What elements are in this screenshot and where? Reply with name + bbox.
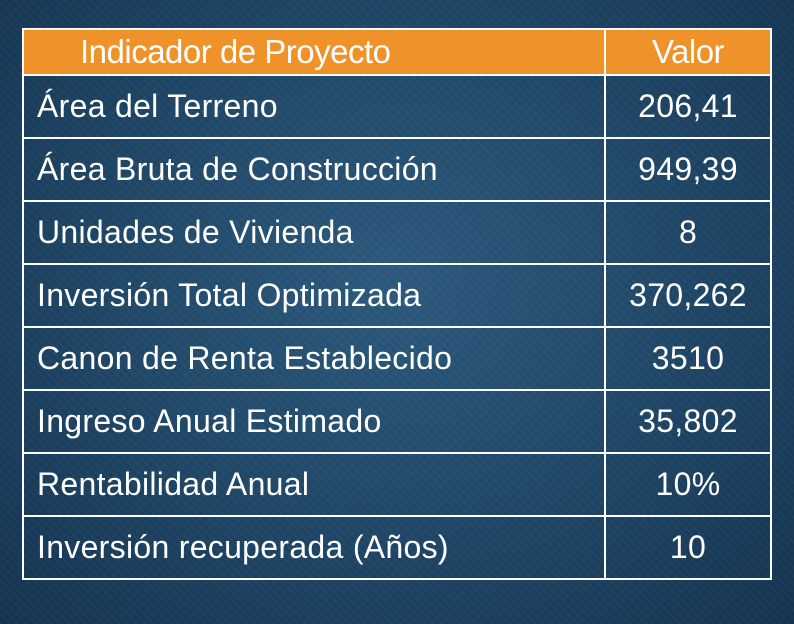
indicator-value: 370,262 — [604, 263, 772, 328]
indicator-value: 206,41 — [604, 74, 772, 139]
indicator-label: Unidades de Vivienda — [22, 200, 606, 265]
table-row: Ingreso Anual Estimado 35,802 — [22, 389, 772, 454]
indicator-label: Rentabilidad Anual — [22, 452, 606, 517]
table-row: Inversión recuperada (Años) 10 — [22, 515, 772, 580]
indicator-label: Canon de Renta Establecido — [22, 326, 606, 391]
header-indicator: Indicador de Proyecto — [22, 28, 606, 76]
table-row: Unidades de Vivienda 8 — [22, 200, 772, 265]
table-row: Área del Terreno 206,41 — [22, 74, 772, 139]
table-row: Canon de Renta Establecido 3510 — [22, 326, 772, 391]
indicator-value: 949,39 — [604, 137, 772, 202]
table-row: Rentabilidad Anual 10% — [22, 452, 772, 517]
indicator-label: Área Bruta de Construcción — [22, 137, 606, 202]
indicator-label: Inversión Total Optimizada — [22, 263, 606, 328]
table-row: Área Bruta de Construcción 949,39 — [22, 137, 772, 202]
table-header-row: Indicador de Proyecto Valor — [22, 28, 772, 76]
indicator-value: 35,802 — [604, 389, 772, 454]
project-indicators-table: Indicador de Proyecto Valor Área del Ter… — [22, 28, 772, 580]
indicator-label: Ingreso Anual Estimado — [22, 389, 606, 454]
header-value: Valor — [604, 28, 772, 76]
indicator-value: 10 — [604, 515, 772, 580]
indicator-value: 10% — [604, 452, 772, 517]
indicator-value: 3510 — [604, 326, 772, 391]
indicator-label: Inversión recuperada (Años) — [22, 515, 606, 580]
table-row: Inversión Total Optimizada 370,262 — [22, 263, 772, 328]
indicator-value: 8 — [604, 200, 772, 265]
indicator-label: Área del Terreno — [22, 74, 606, 139]
